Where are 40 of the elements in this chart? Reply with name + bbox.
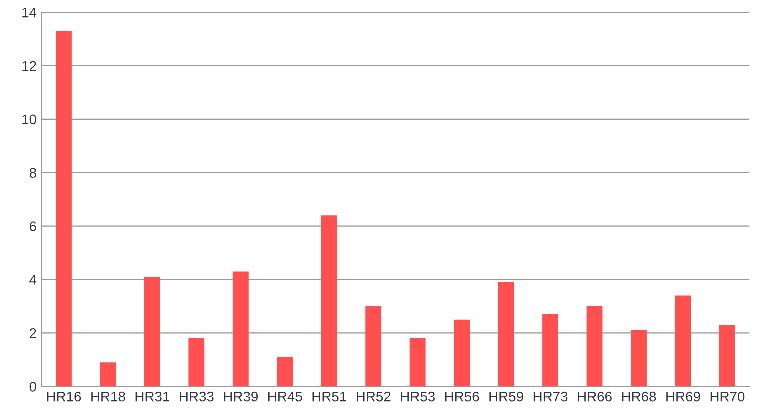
x-tick-label: HR33 [180, 392, 214, 402]
x-tick-label: HR18 [92, 392, 126, 402]
x-tick-label: HR66 [578, 392, 612, 402]
x-tick-label: HR56 [445, 392, 480, 402]
y-tick-label: 2 [30, 328, 36, 338]
bar [675, 296, 692, 387]
bar [100, 362, 116, 387]
x-tick-label: HR31 [136, 392, 170, 402]
y-tick-label: 12 [22, 61, 36, 72]
bar [56, 31, 72, 387]
bar [321, 216, 338, 387]
y-tick-label: 8 [30, 168, 36, 178]
y-tick-label: 10 [22, 114, 36, 125]
bar [188, 338, 205, 387]
x-tick-label: HR59 [490, 392, 524, 402]
x-tick-label: HR53 [401, 392, 435, 402]
y-tick-label: 4 [30, 275, 37, 285]
bar [366, 306, 382, 387]
y-tick-label: 6 [30, 222, 36, 232]
bar [631, 330, 647, 387]
x-tick-label: HR52 [356, 392, 391, 402]
x-tick-label: HR69 [666, 392, 700, 402]
y-tick-label: 0 [30, 382, 36, 392]
x-tick-label: HR39 [224, 392, 258, 402]
x-tick-label: HR16 [47, 392, 82, 402]
bar [454, 320, 470, 387]
bar [542, 314, 558, 387]
bar [277, 357, 294, 387]
bar [144, 277, 160, 387]
bar [720, 325, 736, 387]
x-tick-label: HR51 [312, 392, 346, 402]
bar [232, 272, 249, 387]
bar [410, 338, 426, 387]
x-tick-label: HR68 [622, 392, 656, 402]
x-tick-label: HR45 [268, 392, 302, 402]
x-tick-label: HR70 [710, 392, 745, 402]
x-tick-label: HR73 [534, 392, 568, 402]
bar [586, 306, 603, 387]
y-tick-label: 14 [22, 8, 37, 18]
bar [498, 282, 514, 387]
